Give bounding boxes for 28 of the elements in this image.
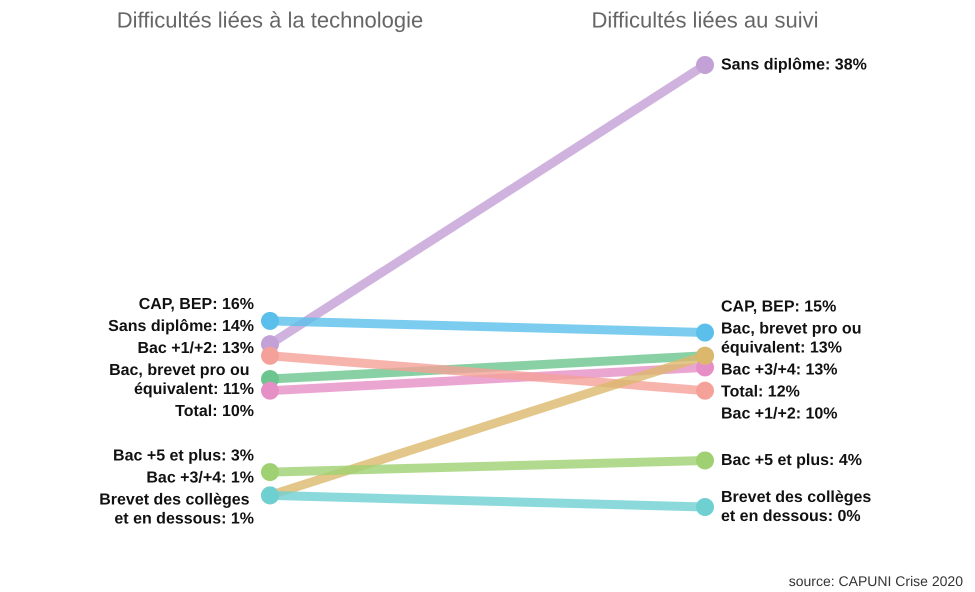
data-label: Total: 10% xyxy=(175,403,254,420)
data-label: Bac +3/+4: 1% xyxy=(146,470,254,487)
point xyxy=(696,382,714,400)
point xyxy=(261,382,279,400)
x-tick-label: Difficultés liées au suivi xyxy=(591,8,819,32)
source-note: source: CAPUNI Crise 2020 xyxy=(788,573,964,589)
data-label: Brevet des collèges et en dessous: 1% xyxy=(99,492,254,528)
data-label: Bac, brevet pro ou équivalent: 13% xyxy=(721,320,866,356)
data-label: Bac +1/+2: 10% xyxy=(721,405,838,422)
point xyxy=(261,346,279,365)
data-label: Bac +3/+4: 13% xyxy=(721,361,838,378)
x-tick-label: Difficultés liées à la technologie xyxy=(116,8,424,32)
point xyxy=(261,312,279,330)
point xyxy=(696,324,714,342)
data-label: Brevet des collèges et en dessous: 0% xyxy=(721,489,876,525)
data-label: Total: 12% xyxy=(721,383,800,400)
data-label: CAP, BEP: 15% xyxy=(721,298,836,316)
data-label: Sans diplôme: 14% xyxy=(108,318,254,336)
data-label: Bac +1/+2: 13% xyxy=(137,340,254,358)
data-label: Bac +5 et plus: 3% xyxy=(113,448,254,465)
point xyxy=(696,498,714,516)
data-label: Bac, brevet pro ou équivalent: 11% xyxy=(109,362,254,398)
data-label: Bac +5 et plus: 4% xyxy=(721,452,862,469)
point xyxy=(696,56,714,74)
point xyxy=(696,451,714,470)
point xyxy=(261,463,279,482)
data-label: CAP, BEP: 16% xyxy=(138,296,254,314)
data-label: Sans diplôme: 38% xyxy=(721,56,867,74)
